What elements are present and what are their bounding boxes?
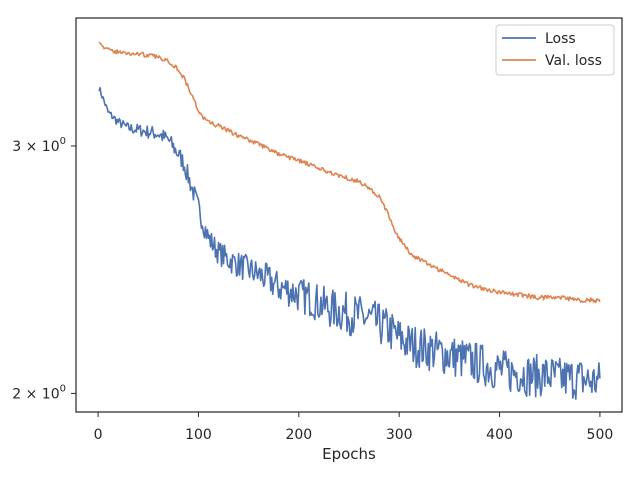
- x-tick-label: 200: [285, 427, 312, 443]
- y-tick-label: 3 × 100: [12, 136, 66, 155]
- x-tick-label: 0: [94, 427, 103, 443]
- x-tick-label: 300: [386, 427, 413, 443]
- legend-label-loss: Loss: [545, 31, 576, 47]
- plot-frame: [75, 17, 623, 413]
- x-tick-label: 100: [185, 427, 212, 443]
- y-tick-label: 2 × 100: [12, 383, 66, 402]
- legend-label-val-loss: Val. loss: [545, 53, 602, 69]
- legend: Loss Val. loss: [495, 24, 615, 76]
- series-loss-line: [98, 86, 601, 400]
- x-tick-label: 400: [486, 427, 513, 443]
- y-axis: 2 × 100 3 × 100: [12, 136, 76, 402]
- series-layer: [98, 41, 601, 400]
- series-val-loss-line: [98, 41, 601, 304]
- x-axis: 0 100 200 300 400 500: [94, 412, 614, 443]
- x-tick-label: 500: [587, 427, 614, 443]
- x-axis-label: Epochs: [322, 445, 376, 463]
